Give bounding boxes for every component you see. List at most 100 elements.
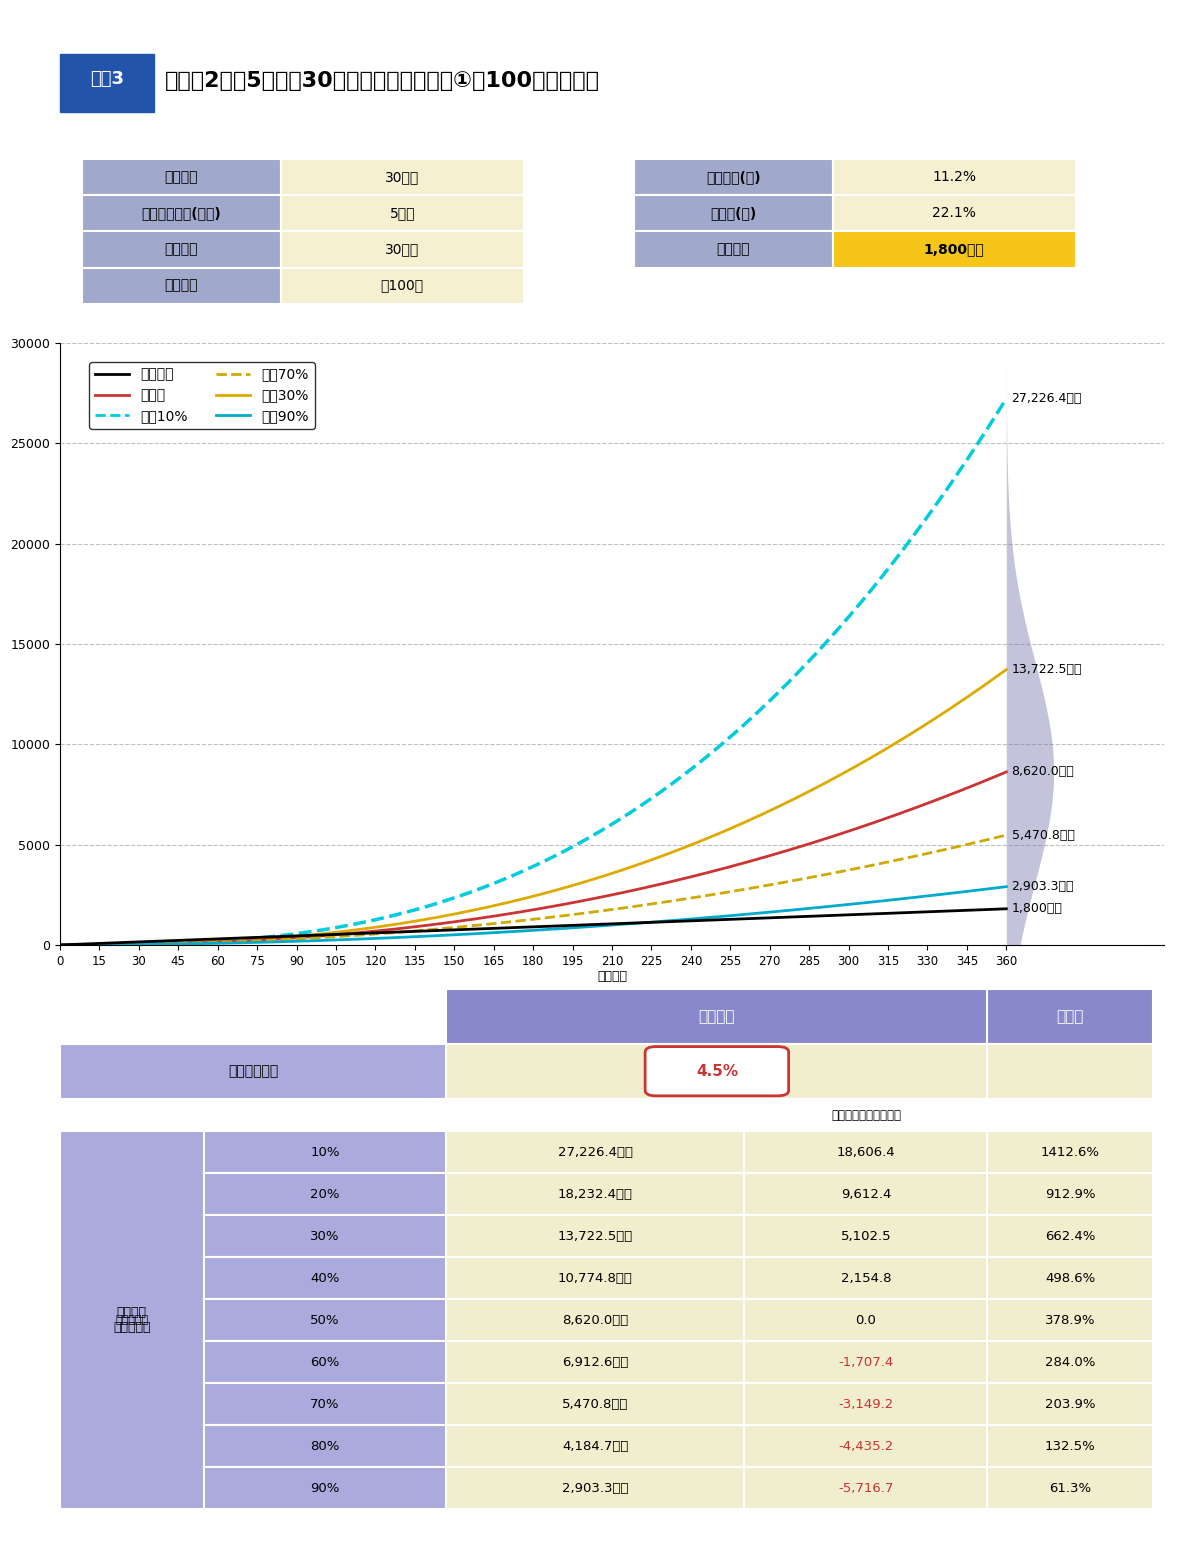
Text: 90%: 90% (311, 1481, 340, 1495)
Text: 61.3%: 61.3% (1049, 1481, 1091, 1495)
確率30% (79, 935, 94, 954)
Text: 132.5%: 132.5% (1045, 1439, 1096, 1453)
Text: 5,102.5: 5,102.5 (841, 1230, 892, 1242)
Line: 確率70%: 確率70% (60, 834, 1007, 945)
FancyBboxPatch shape (281, 195, 523, 231)
確率70% (883, 851, 898, 870)
確率10% (79, 935, 94, 954)
確率10% (229, 931, 244, 949)
確率90% (1000, 878, 1014, 896)
FancyBboxPatch shape (744, 1467, 988, 1509)
確率10% (883, 557, 898, 575)
確率30% (623, 858, 637, 876)
Text: 投資商品: 投資商品 (164, 279, 198, 293)
確率30% (883, 737, 898, 755)
Text: -3,149.2: -3,149.2 (839, 1397, 894, 1411)
FancyBboxPatch shape (988, 1342, 1153, 1383)
Text: 1,800万円: 1,800万円 (924, 242, 985, 256)
FancyBboxPatch shape (281, 231, 523, 267)
Legend: 運用総額, 中央値, 確率10%, 確率70%, 確率30%, 確率90%: 運用総額, 中央値, 確率10%, 確率70%, 確率30%, 確率90% (89, 361, 314, 430)
中央値 (883, 808, 898, 827)
Text: -5,716.7: -5,716.7 (839, 1481, 894, 1495)
中央値 (1000, 763, 1014, 782)
Line: 中央値: 中央値 (60, 772, 1007, 945)
確率90% (644, 914, 659, 932)
運用総額 (644, 914, 659, 932)
Text: 10%: 10% (311, 1146, 340, 1159)
Text: 実現確率
（中央値）: 実現確率 （中央値） (113, 1306, 150, 1334)
Text: 株100％: 株100％ (380, 279, 424, 293)
Text: 27,226.4万円: 27,226.4万円 (558, 1146, 632, 1159)
FancyBboxPatch shape (82, 195, 281, 231)
FancyBboxPatch shape (744, 1383, 988, 1425)
FancyBboxPatch shape (204, 1342, 446, 1383)
Text: 13,722.5万円: 13,722.5万円 (558, 1230, 634, 1242)
Line: 確率10%: 確率10% (60, 399, 1007, 945)
FancyBboxPatch shape (744, 1258, 988, 1300)
FancyBboxPatch shape (744, 1425, 988, 1467)
確率90% (883, 890, 898, 909)
FancyBboxPatch shape (634, 195, 833, 231)
確率90% (623, 915, 637, 934)
運用総額 (883, 904, 898, 923)
FancyBboxPatch shape (204, 1300, 446, 1342)
FancyBboxPatch shape (446, 990, 988, 1044)
Text: 図表3: 図表3 (90, 70, 125, 88)
FancyBboxPatch shape (988, 1258, 1153, 1300)
FancyBboxPatch shape (446, 1098, 744, 1131)
Text: 18,606.4: 18,606.4 (836, 1146, 895, 1159)
FancyBboxPatch shape (988, 1425, 1153, 1467)
Text: 2,154.8: 2,154.8 (841, 1272, 892, 1284)
Text: 50%: 50% (311, 1314, 340, 1326)
FancyBboxPatch shape (988, 1467, 1153, 1509)
FancyBboxPatch shape (204, 1425, 446, 1467)
Text: 5,470.8万円: 5,470.8万円 (563, 1397, 629, 1411)
FancyBboxPatch shape (204, 1131, 446, 1174)
確率90% (53, 935, 67, 954)
FancyBboxPatch shape (988, 990, 1153, 1044)
Text: （中央値からの乖離）: （中央値からの乖離） (830, 1109, 901, 1121)
Text: 運用結果: 運用結果 (698, 1010, 736, 1024)
確率90% (592, 917, 606, 935)
FancyBboxPatch shape (60, 990, 446, 1044)
Line: 運用総額: 運用総額 (60, 909, 1007, 945)
FancyBboxPatch shape (204, 1174, 446, 1216)
Text: 1,800万円: 1,800万円 (1012, 903, 1062, 915)
Text: 元本割れ確率: 元本割れ確率 (228, 1064, 278, 1078)
Text: 378.9%: 378.9% (1045, 1314, 1096, 1326)
FancyBboxPatch shape (446, 1131, 744, 1174)
確率10% (623, 803, 637, 822)
FancyBboxPatch shape (60, 1044, 446, 1098)
Text: 662.4%: 662.4% (1045, 1230, 1096, 1242)
FancyBboxPatch shape (988, 1098, 1153, 1131)
FancyBboxPatch shape (988, 1300, 1153, 1342)
Text: 積立期間: 積立期間 (164, 242, 198, 256)
確率10% (644, 789, 659, 808)
FancyBboxPatch shape (744, 1342, 988, 1383)
Text: -4,435.2: -4,435.2 (839, 1439, 894, 1453)
Text: 22.1%: 22.1% (932, 206, 976, 220)
FancyBboxPatch shape (446, 1258, 744, 1300)
FancyBboxPatch shape (988, 1044, 1153, 1098)
Text: 9,612.4: 9,612.4 (841, 1188, 892, 1200)
運用総額 (592, 915, 606, 934)
Text: 2,903.3万円: 2,903.3万円 (562, 1481, 629, 1495)
Text: 2,903.3万円: 2,903.3万円 (1012, 879, 1074, 893)
Text: 70%: 70% (311, 1397, 340, 1411)
FancyBboxPatch shape (60, 1098, 446, 1131)
Text: 284.0%: 284.0% (1045, 1356, 1096, 1368)
確率70% (1000, 825, 1014, 844)
Text: （中央値）: （中央値） (115, 1315, 149, 1325)
Text: -1,707.4: -1,707.4 (839, 1356, 894, 1368)
Text: 10,774.8万円: 10,774.8万円 (558, 1272, 632, 1284)
FancyBboxPatch shape (988, 1131, 1153, 1174)
中央値 (53, 935, 67, 954)
Text: 80%: 80% (311, 1439, 340, 1453)
FancyBboxPatch shape (60, 54, 154, 112)
FancyBboxPatch shape (446, 1425, 744, 1467)
運用総額 (79, 935, 94, 954)
FancyBboxPatch shape (204, 1258, 446, 1300)
Text: 20%: 20% (311, 1188, 340, 1200)
Text: 203.9%: 203.9% (1045, 1397, 1096, 1411)
FancyBboxPatch shape (446, 1174, 744, 1216)
